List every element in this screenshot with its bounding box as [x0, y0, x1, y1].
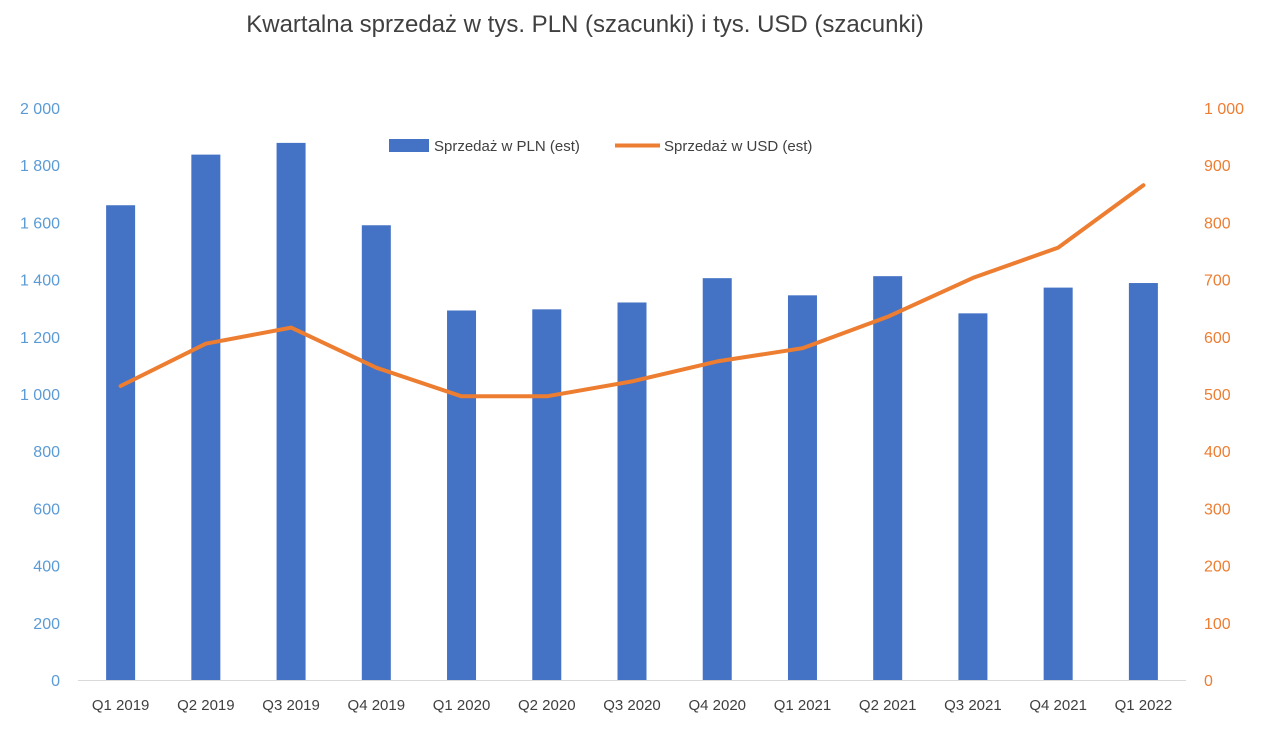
usd-line [118, 183, 1146, 399]
y-left-tick-label: 600 [33, 501, 60, 518]
y-left-tick-label: 2 000 [20, 101, 60, 118]
bar [873, 276, 903, 680]
y-right-tick-label: 800 [1204, 215, 1231, 232]
y-right-tick-label: 900 [1204, 158, 1231, 175]
bar [958, 313, 988, 680]
y-left-tick-label: 1 000 [20, 387, 60, 404]
bar [106, 205, 136, 681]
x-tick-label: Q1 2020 [433, 697, 491, 714]
y-right-tick-label: 200 [1204, 559, 1231, 576]
right-axis: 0 100 200 300 400 500 600 700 800 900 1 000 [1204, 101, 1244, 690]
y-left-tick-label: 0 [51, 673, 60, 690]
left-axis: 0 200 400 600 800 1 000 1 200 1 400 1 600 1 800 2 … [20, 101, 60, 690]
x-tick-label: Q4 2021 [1029, 697, 1087, 714]
y-right-tick-label: 600 [1204, 330, 1231, 347]
legend: Sprzedaż w PLN (est) Sprzedaż w USD (est… [389, 138, 812, 155]
x-tick-label: Q2 2019 [177, 697, 235, 714]
y-right-tick-label: 500 [1204, 387, 1231, 404]
bar [702, 278, 732, 680]
y-right-tick-label: 300 [1204, 501, 1231, 518]
line-series [118, 183, 1146, 399]
y-left-tick-label: 200 [33, 616, 60, 633]
x-tick-label: Q2 2020 [518, 697, 576, 714]
y-right-tick-label: 400 [1204, 444, 1231, 461]
x-tick-label: Q4 2020 [688, 697, 746, 714]
y-left-tick-label: 1 800 [20, 158, 60, 175]
x-tick-label: Q3 2021 [944, 697, 1002, 714]
bar [361, 225, 391, 680]
y-left-tick-label: 1 400 [20, 273, 60, 290]
bar-series [106, 142, 1158, 681]
bar [1043, 287, 1073, 680]
x-tick-label: Q4 2019 [348, 697, 406, 714]
x-tick-label: Q1 2021 [774, 697, 832, 714]
bar [532, 309, 562, 680]
y-right-tick-label: 0 [1204, 673, 1213, 690]
x-tick-label: Q3 2020 [603, 697, 661, 714]
bar [276, 142, 306, 681]
x-tick-label: Q2 2021 [859, 697, 917, 714]
bar [191, 154, 221, 681]
bar [787, 295, 817, 680]
bar [447, 310, 477, 680]
y-left-tick-label: 1 600 [20, 215, 60, 232]
y-right-tick-label: 1 000 [1204, 101, 1244, 118]
y-left-tick-label: 400 [33, 559, 60, 576]
x-tick-label: Q1 2019 [92, 697, 150, 714]
y-right-tick-label: 100 [1204, 616, 1231, 633]
x-tick-label: Q3 2019 [262, 697, 320, 714]
bar [1128, 283, 1158, 680]
legend-label-pln: Sprzedaż w PLN (est) [434, 138, 580, 155]
legend-swatch-pln [389, 139, 429, 152]
x-axis: Q1 2019 Q2 2019 Q3 2019 Q4 2019 Q1 2020 Q2 20… [78, 680, 1186, 714]
chart-title: Kwartalna sprzedaż w tys. PLN (szacunki)… [246, 11, 924, 38]
x-tick-label: Q1 2022 [1115, 697, 1173, 714]
bar [617, 302, 647, 680]
y-left-tick-label: 800 [33, 444, 60, 461]
y-right-tick-label: 700 [1204, 273, 1231, 290]
y-left-tick-label: 1 200 [20, 330, 60, 347]
legend-label-usd: Sprzedaż w USD (est) [664, 138, 812, 155]
